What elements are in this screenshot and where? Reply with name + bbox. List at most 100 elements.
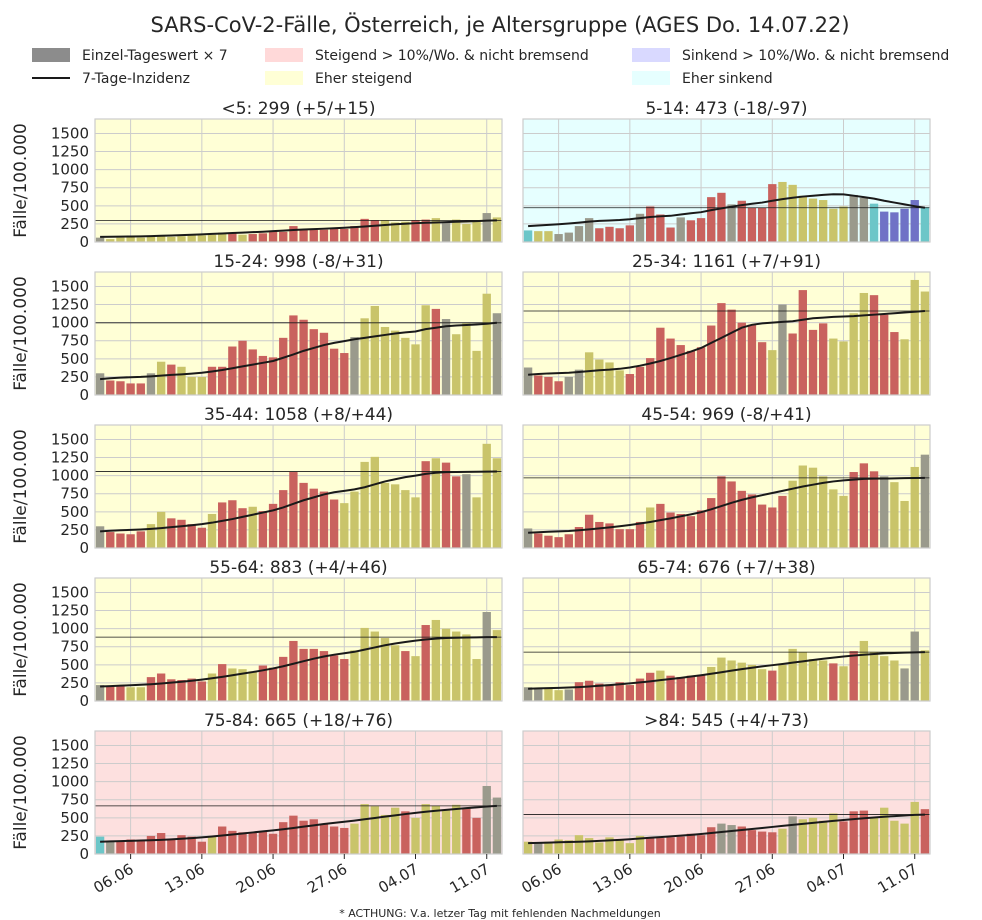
bar	[228, 668, 237, 701]
bar	[258, 355, 268, 395]
bar	[319, 332, 329, 395]
bar	[421, 461, 430, 548]
bar	[289, 815, 298, 854]
bar	[431, 308, 441, 395]
bar	[197, 235, 207, 242]
bar	[523, 230, 533, 242]
bar	[656, 503, 665, 548]
bar	[818, 476, 828, 548]
panel-frame	[522, 118, 931, 243]
bar	[187, 836, 196, 854]
bar	[106, 686, 115, 701]
bar	[228, 346, 237, 395]
bar	[534, 687, 543, 701]
legend-swatch	[632, 71, 670, 85]
y-tick-label: 1250	[51, 449, 89, 467]
bar	[646, 358, 655, 395]
bar	[462, 474, 471, 548]
y-axis-label: Fälle/100.000	[11, 735, 31, 850]
bar	[605, 226, 614, 242]
bar	[462, 634, 471, 701]
bar	[544, 231, 553, 242]
bar	[666, 227, 675, 242]
bar	[656, 838, 665, 854]
bar	[635, 366, 645, 395]
bar	[717, 476, 726, 548]
bar	[747, 324, 757, 395]
bar	[788, 480, 797, 548]
bar	[268, 667, 278, 701]
bar	[452, 804, 461, 854]
bar	[248, 234, 257, 242]
bar	[625, 843, 635, 854]
y-tick-label: 0	[79, 845, 89, 863]
bar	[462, 807, 471, 854]
bar	[584, 352, 594, 395]
bar	[768, 184, 777, 242]
bar	[523, 367, 533, 395]
bar	[116, 686, 125, 701]
bar	[472, 350, 481, 395]
bar	[778, 664, 787, 701]
bar	[880, 314, 889, 395]
bar	[778, 828, 787, 854]
bar	[462, 323, 471, 395]
bar	[126, 839, 135, 854]
incidence-line	[528, 476, 925, 534]
bar	[106, 380, 115, 395]
incidence-line	[100, 636, 497, 688]
bar	[646, 837, 655, 854]
bar	[523, 687, 533, 701]
bar	[829, 338, 838, 395]
bar	[727, 825, 736, 854]
bar	[910, 279, 919, 395]
bar	[534, 375, 543, 395]
bar	[595, 228, 604, 242]
bar	[839, 206, 848, 242]
bar	[778, 304, 787, 395]
bar	[360, 318, 369, 395]
bar	[167, 679, 176, 701]
bar	[747, 830, 757, 854]
bar	[656, 214, 665, 242]
bar	[890, 660, 899, 701]
bar	[605, 362, 614, 395]
bar	[666, 837, 675, 854]
bar	[564, 840, 573, 854]
bar	[482, 213, 491, 242]
bar	[492, 217, 502, 242]
y-axis-label: Fälle/100.000	[11, 582, 31, 697]
bar	[554, 839, 563, 854]
bar	[167, 364, 176, 395]
legend-label: Einzel-Tageswert × 7	[82, 48, 228, 64]
bar	[207, 673, 217, 701]
bar	[126, 383, 135, 395]
bar	[350, 491, 359, 548]
bar	[574, 527, 584, 548]
bar	[818, 820, 828, 854]
y-tick-label: 0	[79, 539, 89, 557]
bar	[177, 519, 186, 548]
bar	[248, 833, 257, 854]
bar	[910, 466, 919, 548]
bar	[798, 819, 807, 854]
bar	[309, 329, 318, 395]
bar	[818, 200, 828, 242]
legend-item: Sinkend > 10%/Wo. & nicht bremsend	[632, 48, 949, 64]
panel-frame	[522, 577, 931, 702]
bar	[329, 227, 339, 242]
bar	[401, 490, 410, 548]
y-tick-label: 250	[60, 368, 89, 386]
bar	[370, 631, 379, 701]
bar	[564, 689, 573, 701]
y-tick-label: 750	[60, 485, 89, 503]
bar	[910, 801, 919, 854]
bar	[554, 690, 563, 701]
bar	[829, 663, 838, 701]
bar	[808, 659, 818, 701]
incidence-line	[100, 804, 497, 843]
bar	[340, 503, 349, 548]
bar	[544, 688, 553, 701]
bar	[869, 652, 879, 701]
incidence-line	[528, 193, 926, 228]
